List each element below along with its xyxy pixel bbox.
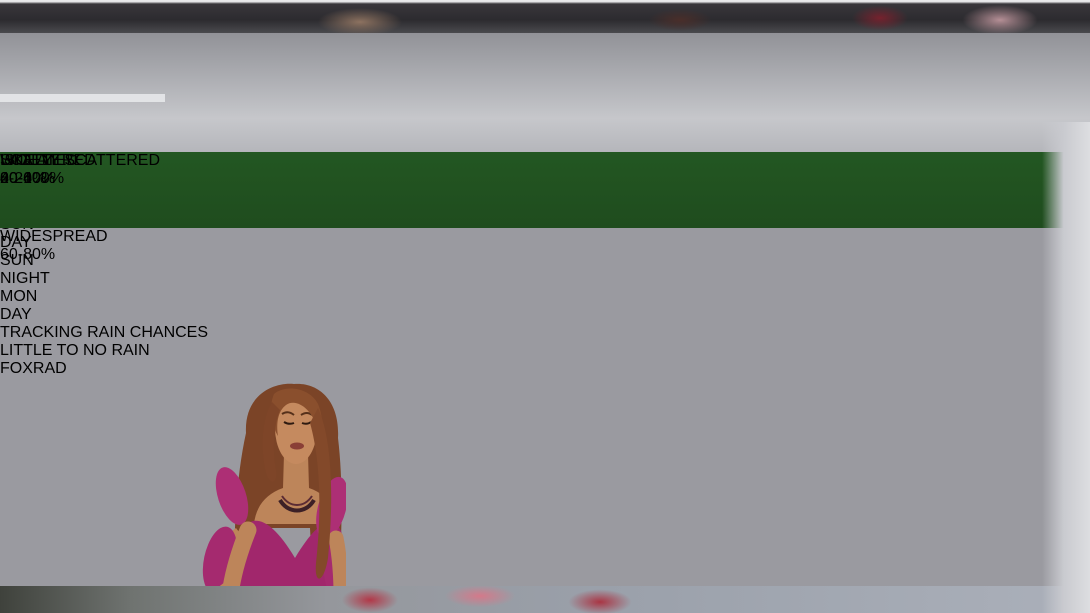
banner-bar: LITTLE TO NO RAIN	[0, 342, 1090, 360]
band-label: WIDELY SCATTERED	[0, 152, 161, 169]
band-range: 40-60%	[0, 170, 56, 187]
necklace	[281, 495, 314, 506]
band-label: WIDESPREAD	[0, 227, 108, 245]
presenter-hair	[271, 388, 323, 436]
chart-band-likely: LIKELY 80-100%	[0, 152, 1090, 228]
presenter-neck	[254, 454, 339, 524]
band-range: 60-80%	[0, 245, 56, 263]
presenter-face	[275, 392, 318, 464]
chart-band-widespread: WIDESPREAD 60-80%	[0, 228, 1090, 304]
title-bar: TRACKING RAIN CHANCES	[0, 324, 1090, 342]
face-lips	[290, 442, 305, 450]
logo-fox-text: FOX	[0, 360, 33, 377]
presenter-hair	[310, 408, 332, 579]
banner-text: LITTLE TO NO RAIN	[0, 342, 150, 359]
band-range: 0-20%	[0, 170, 47, 187]
presenter-hair	[263, 402, 281, 482]
band-label: LIKELY	[0, 152, 54, 169]
presenter-arm	[328, 530, 350, 613]
necklace	[278, 498, 317, 513]
dress-ruffle	[216, 467, 249, 525]
page-title: TRACKING RAIN CHANCES	[0, 324, 209, 341]
rain-chance-chart: LIKELY 80-100% WIDESPREAD 60-80% SCATTER…	[0, 152, 1090, 530]
band-label: ISOLATED	[0, 152, 78, 169]
band-range: 20-40%	[0, 170, 56, 187]
face-eye	[283, 421, 295, 425]
chart-band-widely-scattered: WIDELY SCATTERED 20-40%	[0, 152, 1090, 228]
studio-wall	[1042, 122, 1090, 613]
studio-background-bottom	[0, 586, 1090, 613]
chart-band-scattered: SCATTERED 40-60%	[0, 152, 1090, 228]
axis-tick-sun-night: SUN NIGHT	[0, 252, 50, 287]
studio-background-top	[0, 0, 1090, 33]
logo-rad-text: RAD	[32, 360, 67, 377]
axis-tick-mon-day: MON DAY	[0, 288, 38, 323]
band-range: 80-100%	[0, 170, 65, 187]
chart-band-isolated: ISOLATED 0-20%	[0, 152, 1090, 228]
face-brow	[281, 411, 296, 416]
band-label: SCATTERED	[0, 152, 96, 169]
background-highlight	[0, 94, 165, 102]
fox-radar-logo: FOXRAD	[0, 360, 1090, 378]
